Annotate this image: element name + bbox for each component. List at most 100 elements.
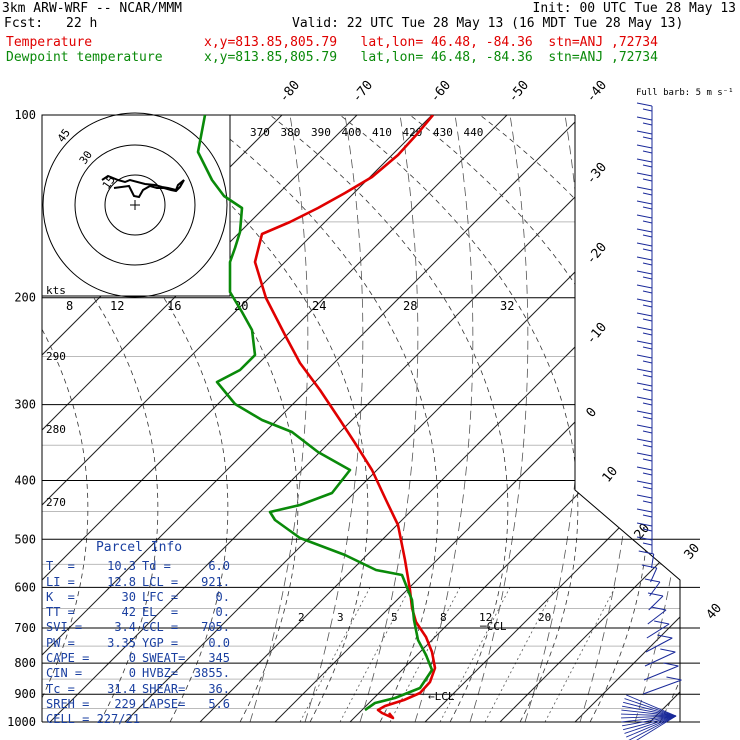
parcel-key: TT = bbox=[46, 605, 75, 620]
wind-barb-flag bbox=[636, 368, 653, 373]
ccl-annotation: ─CCL bbox=[479, 620, 507, 633]
isotherm-line bbox=[42, 115, 471, 722]
wind-barb-half bbox=[642, 388, 653, 392]
parcel-key: CIN = bbox=[46, 666, 83, 681]
parcel-key: Td = bbox=[142, 559, 171, 574]
wind-barb-half bbox=[642, 360, 653, 364]
mixing-ratio-line bbox=[339, 587, 411, 722]
wind-barb-flag bbox=[636, 298, 653, 303]
parcel-value: 10.3 bbox=[107, 559, 136, 574]
dewpoint-location: x,y=813.85,805.79 lat,lon= 46.48, -84.36… bbox=[204, 50, 658, 65]
wind-barb-flag bbox=[636, 158, 653, 163]
isotherm-line bbox=[42, 115, 396, 722]
parcel-row: SREH = 229 LAPSE= 5.6 bbox=[46, 697, 232, 712]
temperature-legend: Temperature bbox=[6, 35, 93, 50]
wind-barb-half bbox=[642, 220, 653, 224]
wind-barb-flag bbox=[636, 410, 653, 415]
wind-barb-flag bbox=[636, 508, 653, 513]
dewpoint-legend: Dewpoint temperature bbox=[6, 50, 163, 65]
hodograph-ring bbox=[104, 174, 166, 236]
moist-adiabat-line bbox=[469, 115, 529, 722]
wind-barb-half bbox=[642, 528, 653, 532]
parcel-key: SHEAR= bbox=[142, 681, 186, 696]
wind-barb-flag bbox=[663, 662, 679, 667]
wind-barb-flag bbox=[636, 186, 653, 191]
parcel-value: 3.4 bbox=[114, 620, 136, 635]
moist-adiabat-line bbox=[524, 115, 584, 722]
parcel-info-panel: Parcel Info T = 10.3 Td = 6.0 LI = 12.8 LCL = 9… bbox=[46, 540, 232, 728]
mixing-ratio-label: 2 bbox=[298, 611, 305, 624]
pressure-label: 900 bbox=[14, 687, 36, 701]
mixing-ratio-line bbox=[544, 587, 616, 722]
wind-barb-flag bbox=[647, 592, 664, 597]
hodograph-trace bbox=[101, 174, 185, 199]
parcel-key: LCL = bbox=[142, 574, 179, 589]
model-title: 3km ARW-WRF -- NCAR/MMM bbox=[2, 1, 183, 16]
isotherm-label: 0 bbox=[584, 405, 601, 421]
parcel-key: EL = bbox=[142, 605, 179, 620]
parcel-row: CAPE = 0 SWEAT= 345 bbox=[46, 651, 232, 666]
parcel-cell-value: CELL = 227/21 bbox=[46, 712, 140, 727]
wind-barb-half bbox=[642, 458, 653, 462]
wind-barb-flag bbox=[636, 200, 653, 205]
wind-barb-half bbox=[642, 192, 653, 196]
pressure-label: 700 bbox=[14, 621, 36, 635]
isotherm-label: 10 bbox=[600, 464, 622, 486]
wind-barb-flag bbox=[636, 536, 653, 541]
theta-label: 270 bbox=[46, 496, 66, 509]
wind-barb-fan bbox=[626, 694, 677, 717]
theta-label: 280 bbox=[46, 423, 66, 436]
wind-barb-staff bbox=[645, 637, 673, 653]
isotherm-label: 30 bbox=[682, 541, 704, 563]
isotherm-line bbox=[499, 115, 680, 722]
hodograph-ring bbox=[42, 112, 228, 298]
isotherm-label: -30 bbox=[584, 160, 611, 188]
isotherm-line bbox=[124, 115, 680, 722]
wind-barb-flag bbox=[636, 438, 653, 443]
moist-adiabat-line bbox=[359, 115, 419, 722]
dry-adiabat-line bbox=[179, 115, 439, 722]
parcel-row: K = 30 LFC = 0. bbox=[46, 590, 232, 605]
pressure-label: 300 bbox=[14, 398, 36, 412]
wind-barb-flag bbox=[641, 564, 657, 569]
wind-scale-label: Full barb: 5 m s⁻¹ bbox=[636, 88, 734, 98]
wind-barb-flag bbox=[636, 396, 653, 401]
theta-e-label: 400 bbox=[342, 126, 362, 139]
wind-barb-flag bbox=[636, 522, 653, 527]
parcel-value: 0. bbox=[215, 605, 230, 620]
mixing-ratio-line bbox=[299, 587, 371, 722]
wind-barb-half bbox=[642, 332, 653, 336]
parcel-value: 0. bbox=[215, 589, 230, 604]
wind-barb-half bbox=[642, 290, 653, 294]
parcel-key: Tc = bbox=[46, 681, 75, 696]
hodograph-axis-label: 24 bbox=[312, 299, 326, 313]
isotherm-line bbox=[725, 2, 740, 722]
pressure-label: 600 bbox=[14, 580, 36, 594]
parcel-value: 0 bbox=[128, 651, 136, 666]
parcel-key: T = bbox=[46, 559, 75, 574]
isotherm-line bbox=[42, 115, 621, 722]
isotherm-label: -50 bbox=[506, 78, 533, 106]
wind-barb-staff bbox=[650, 567, 658, 583]
isotherm-line bbox=[274, 115, 680, 722]
isotherm-label: -70 bbox=[350, 78, 377, 106]
wind-barb-flag bbox=[636, 452, 653, 457]
parcel-value: 0.0 bbox=[208, 635, 230, 650]
parcel-info-title: Parcel Info bbox=[95, 540, 183, 555]
isotherm-label: -60 bbox=[428, 78, 455, 106]
wind-barb-flag bbox=[636, 130, 653, 135]
pressure-label: 200 bbox=[14, 291, 36, 305]
wind-barb-fan bbox=[622, 705, 677, 717]
hodograph-axis-label: 32 bbox=[500, 299, 514, 313]
wind-barb-half bbox=[642, 318, 653, 322]
parcel-key: YGP = bbox=[142, 635, 179, 650]
parcel-value: 3855. bbox=[193, 666, 230, 681]
wind-barb-half bbox=[642, 542, 653, 546]
wind-barb-half bbox=[642, 108, 653, 112]
moist-adiabat-line bbox=[690, 115, 740, 722]
wind-barb-flag bbox=[636, 144, 653, 149]
parcel-key: LFC = bbox=[142, 589, 179, 604]
wind-barb-fan bbox=[621, 715, 677, 723]
isotherm-label: -20 bbox=[584, 240, 611, 268]
